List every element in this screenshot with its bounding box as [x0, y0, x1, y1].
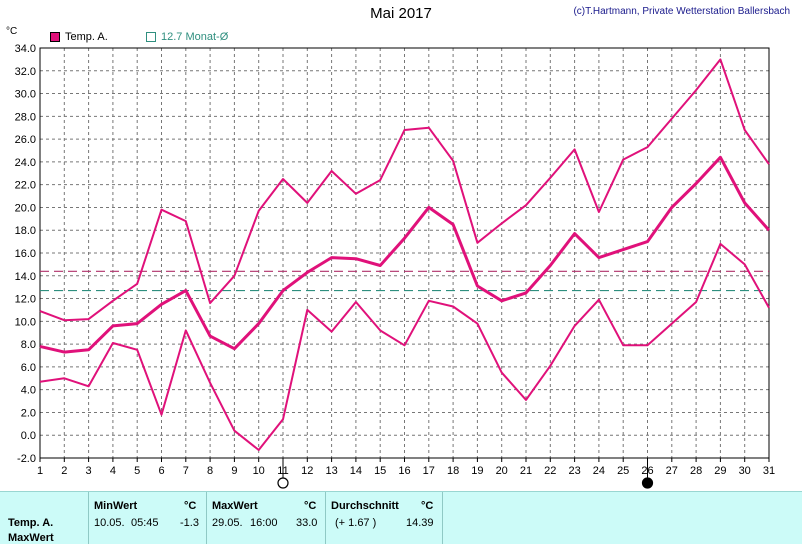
- legend-series-swatch: [50, 32, 60, 42]
- x-tick-label: 29: [714, 465, 726, 477]
- table-divider: [442, 492, 443, 544]
- x-tick-label: 30: [739, 465, 751, 477]
- x-tick-label: 19: [471, 465, 483, 477]
- table-divider: [206, 492, 207, 544]
- min-unit: °C: [184, 500, 197, 512]
- legend-series: Temp. A.: [50, 31, 108, 43]
- avg-value: 14.39: [406, 517, 434, 529]
- table-divider: [325, 492, 326, 544]
- y-tick-label: 18.0: [15, 225, 36, 237]
- avg-unit: °C: [421, 500, 434, 512]
- x-tick-label: 17: [423, 465, 435, 477]
- row-label-series: Temp. A.: [8, 517, 54, 529]
- max-date: 29.05.: [212, 517, 243, 529]
- x-tick-label: 28: [690, 465, 702, 477]
- max-unit: °C: [304, 500, 317, 512]
- x-tick-label: 25: [617, 465, 629, 477]
- series-line-mean: [39, 155, 771, 354]
- y-tick-label: 28.0: [15, 111, 36, 123]
- y-tick-label: 2.0: [21, 407, 36, 419]
- x-tick-label: 2: [61, 465, 67, 477]
- y-tick-label: 0.0: [21, 430, 36, 442]
- x-tick-label: 15: [374, 465, 386, 477]
- x-tick-label: 24: [593, 465, 605, 477]
- y-tick-label: 20.0: [15, 202, 36, 214]
- y-unit-label: °C: [6, 26, 18, 37]
- temperature-chart: -2.0 0.0 2.0 4.0 6.0 8.0 10.0 12.0 14.0 16.0 18.0 2…: [15, 43, 775, 489]
- y-tick-label: 24.0: [15, 157, 36, 169]
- x-tick-label: 20: [496, 465, 508, 477]
- x-tick-label: 6: [158, 465, 164, 477]
- min-header: MinWert: [94, 500, 138, 512]
- row-label-maxwert: MaxWert: [8, 532, 54, 544]
- y-tick-label: 16.0: [15, 248, 36, 260]
- x-tick-label: 14: [350, 465, 362, 477]
- x-tick-label: 10: [253, 465, 265, 477]
- y-tick-label: 22.0: [15, 180, 36, 192]
- chart-title: Mai 2017: [370, 5, 432, 22]
- min-time: 05:45: [131, 517, 159, 529]
- max-time: 16:00: [250, 517, 278, 529]
- legend-average-swatch: [146, 32, 156, 42]
- full-moon-icon: [277, 477, 289, 489]
- x-tick-label: 8: [207, 465, 213, 477]
- min-value: -1.3: [180, 517, 199, 529]
- x-tick-label: 1: [37, 465, 43, 477]
- series-line-min: [39, 242, 770, 451]
- y-tick-label: -2.0: [17, 453, 36, 465]
- x-tick-label: 16: [398, 465, 410, 477]
- x-tick-label: 27: [666, 465, 678, 477]
- avg-header: Durchschnitt: [331, 500, 399, 512]
- x-tick-label: 18: [447, 465, 459, 477]
- x-tick-label: 31: [763, 465, 775, 477]
- y-tick-label: 8.0: [21, 339, 36, 351]
- y-tick-label: 14.0: [15, 271, 36, 283]
- x-tick-label: 7: [183, 465, 189, 477]
- x-tick-label: 9: [231, 465, 237, 477]
- y-tick-label: 4.0: [21, 385, 36, 397]
- max-value: 33.0: [296, 517, 318, 529]
- x-tick-label: 12: [301, 465, 313, 477]
- avg-delta: (+ 1.67 ): [335, 517, 377, 529]
- new-moon-icon: [641, 477, 654, 489]
- stats-table: Temp. A. MaxWert MinWert °C 10.05. 05:45…: [0, 491, 802, 544]
- table-divider: [88, 492, 89, 544]
- x-tick-label: 21: [520, 465, 532, 477]
- y-tick-label: 30.0: [15, 89, 36, 101]
- y-tick-label: 32.0: [15, 66, 36, 78]
- y-tick-label: 26.0: [15, 134, 36, 146]
- y-tick-label: 10.0: [15, 316, 36, 328]
- y-tick-label: 12.0: [15, 294, 36, 306]
- legend-average: 12.7 Monat-Ø: [146, 31, 228, 43]
- y-tick-label: 6.0: [21, 362, 36, 374]
- x-tick-label: 23: [568, 465, 580, 477]
- copyright-text: (c)T.Hartmann, Private Wetterstation Bal…: [573, 6, 790, 17]
- x-tick-label: 13: [325, 465, 337, 477]
- x-tick-label: 5: [134, 465, 140, 477]
- max-header: MaxWert: [212, 500, 258, 512]
- series-line-max: [39, 58, 770, 322]
- legend-series-label: Temp. A.: [65, 31, 108, 43]
- legend-average-label: 12.7 Monat-Ø: [161, 31, 229, 43]
- x-tick-label: 3: [86, 465, 92, 477]
- y-tick-label: 34.0: [15, 43, 36, 55]
- min-date: 10.05.: [94, 517, 125, 529]
- x-tick-label: 22: [544, 465, 556, 477]
- x-tick-label: 4: [110, 465, 116, 477]
